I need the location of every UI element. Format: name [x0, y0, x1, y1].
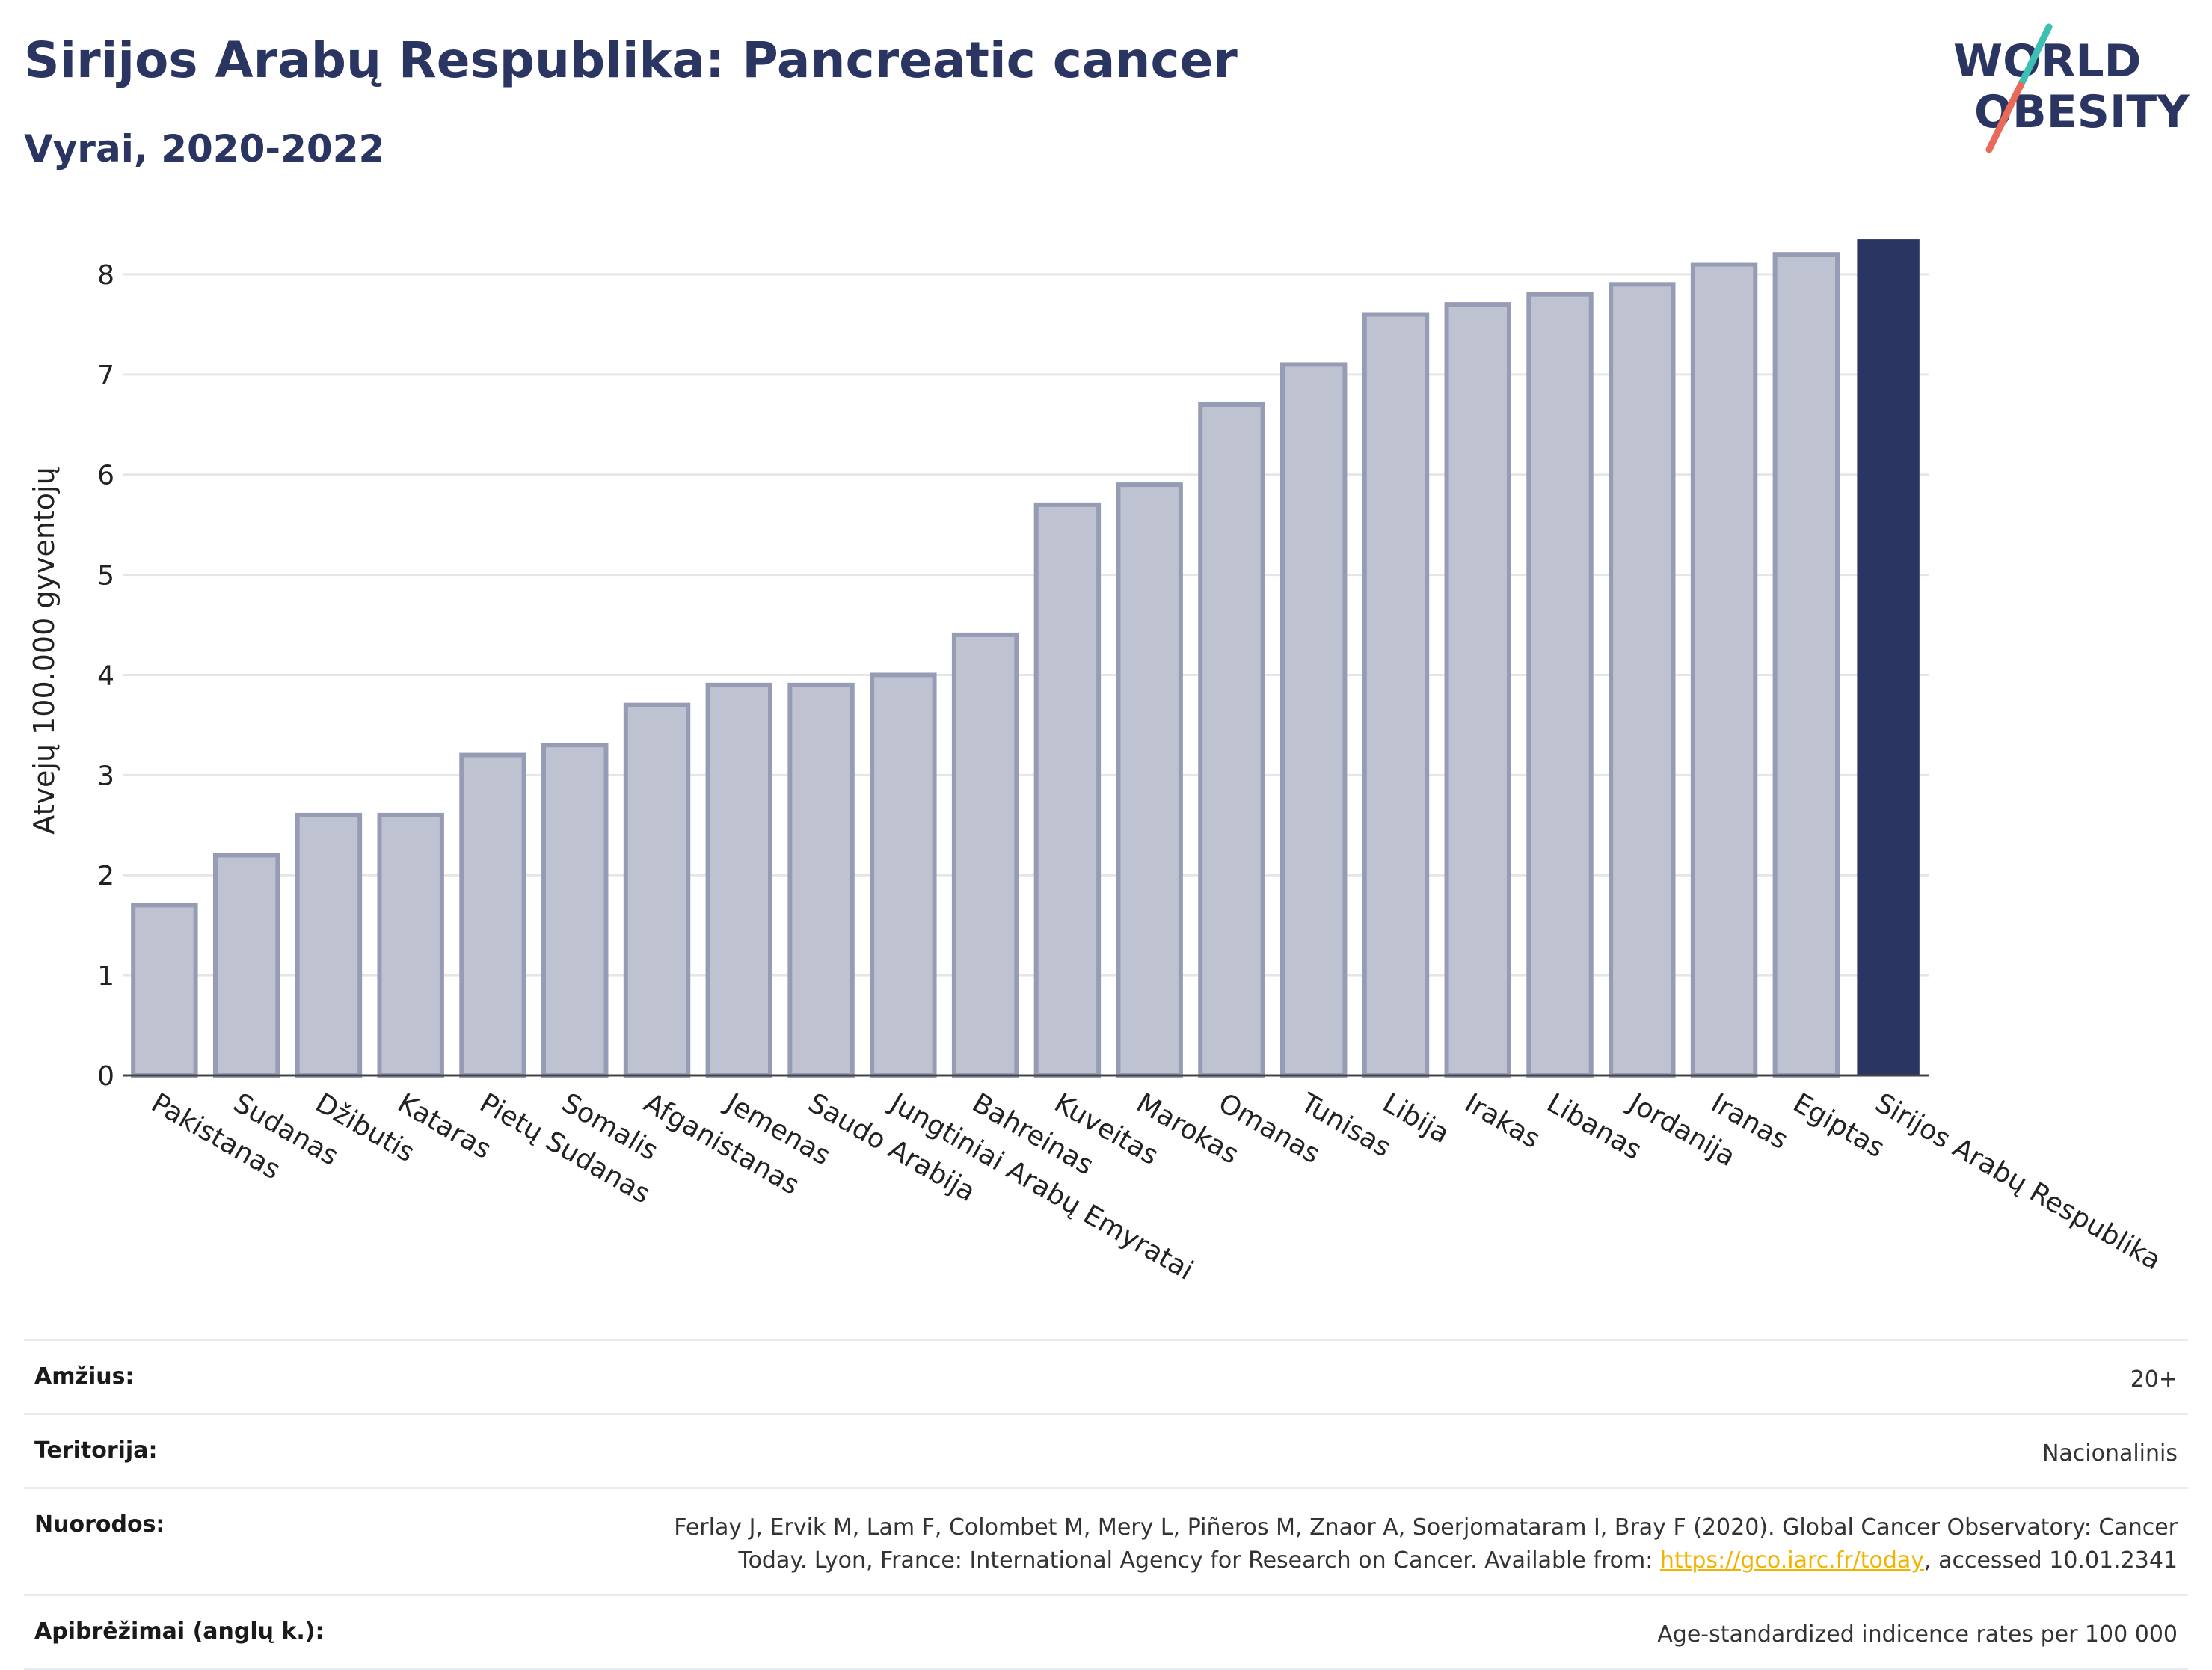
y-tick-label: 0	[97, 1061, 114, 1092]
logo-slash-red	[1985, 82, 2024, 153]
x-tick-label: Libanas	[1542, 1087, 1647, 1166]
y-tick-label: 8	[97, 260, 114, 291]
bar	[541, 743, 609, 1078]
bar	[623, 702, 691, 1078]
meta-row-age: Amžius: 20+	[24, 1339, 2188, 1413]
definitions-label: Apibrėžimai (anglų k.):	[34, 1618, 325, 1645]
definitions-value: Age-standardized indicence rates per 100…	[1657, 1621, 2178, 1648]
x-tick-label: Sirijos Arabų Respublika	[1870, 1087, 2166, 1276]
bar	[1198, 402, 1265, 1078]
y-axis-label: Atvejų 100.000 gyventojų	[28, 467, 61, 834]
territory-label: Teritorija:	[34, 1437, 158, 1464]
bar	[1526, 292, 1594, 1078]
bar	[459, 752, 526, 1078]
x-tick-label: Egiptas	[1788, 1087, 1890, 1164]
meta-row-territory: Teritorija: Nacionalinis	[24, 1413, 2188, 1487]
age-label: Amžius:	[34, 1363, 135, 1390]
logo-line1: WORLD	[1953, 35, 2141, 88]
bar	[1609, 282, 1676, 1078]
y-tick-label: 1	[97, 961, 114, 992]
bar-layer	[131, 239, 1920, 1078]
y-tick-label: 5	[97, 561, 114, 592]
meta-row-definitions: Apibrėžimai (anglų k.): Age-standardized…	[24, 1594, 2188, 1670]
meta-table: Amžius: 20+ Teritorija: Nacionalinis Nuo…	[24, 1339, 2188, 1670]
bar	[1772, 252, 1840, 1078]
references-link[interactable]: https://gco.iarc.fr/today	[1659, 1547, 1925, 1574]
bar	[951, 632, 1019, 1078]
territory-value: Nacionalinis	[2042, 1440, 2178, 1467]
bar	[295, 812, 363, 1078]
bar	[377, 812, 444, 1078]
logo-slash-teal	[2017, 23, 2053, 89]
meta-row-references: Nuorodos: Ferlay J, Ervik M, Lam F, Colo…	[24, 1487, 2188, 1594]
bar-highlight	[1857, 239, 1920, 1075]
y-tick-label: 3	[97, 761, 114, 791]
y-tick-label: 4	[97, 660, 114, 691]
world-obesity-logo: WORLD OBESITY	[1953, 23, 2190, 153]
page-subtitle: Vyrai, 2020-2022	[24, 127, 385, 171]
bar	[1444, 302, 1511, 1078]
x-tick-label: Irakas	[1460, 1087, 1545, 1155]
bar-chart: 012345678PakistanasSudanasDžibutisKatara…	[28, 239, 2166, 1286]
references-line2: Today. Lyon, France: International Agenc…	[348, 1544, 2178, 1577]
bar	[212, 853, 280, 1078]
bar	[787, 682, 855, 1078]
bar	[1033, 502, 1102, 1078]
y-tick-label: 6	[97, 461, 114, 491]
age-value: 20+	[2130, 1366, 2178, 1393]
references-line2-pre: Today. Lyon, France: International Agenc…	[738, 1547, 1660, 1574]
references-value: Ferlay J, Ervik M, Lam F, Colombet M, Me…	[348, 1511, 2178, 1577]
references-line2-post: , accessed 10.01.2341	[1924, 1547, 2178, 1574]
page-title: Sirijos Arabų Respublika: Pancreatic can…	[24, 31, 1238, 89]
y-tick-label: 2	[97, 861, 114, 891]
bar	[1116, 482, 1183, 1078]
bar	[705, 682, 773, 1078]
bar	[1690, 262, 1758, 1078]
bar	[870, 672, 937, 1078]
y-tick-label: 7	[97, 360, 114, 391]
bar	[1362, 312, 1430, 1078]
bar	[1279, 362, 1348, 1078]
bar	[131, 903, 198, 1078]
references-line1: Ferlay J, Ervik M, Lam F, Colombet M, Me…	[674, 1514, 2178, 1541]
references-label: Nuorodos:	[34, 1511, 165, 1538]
